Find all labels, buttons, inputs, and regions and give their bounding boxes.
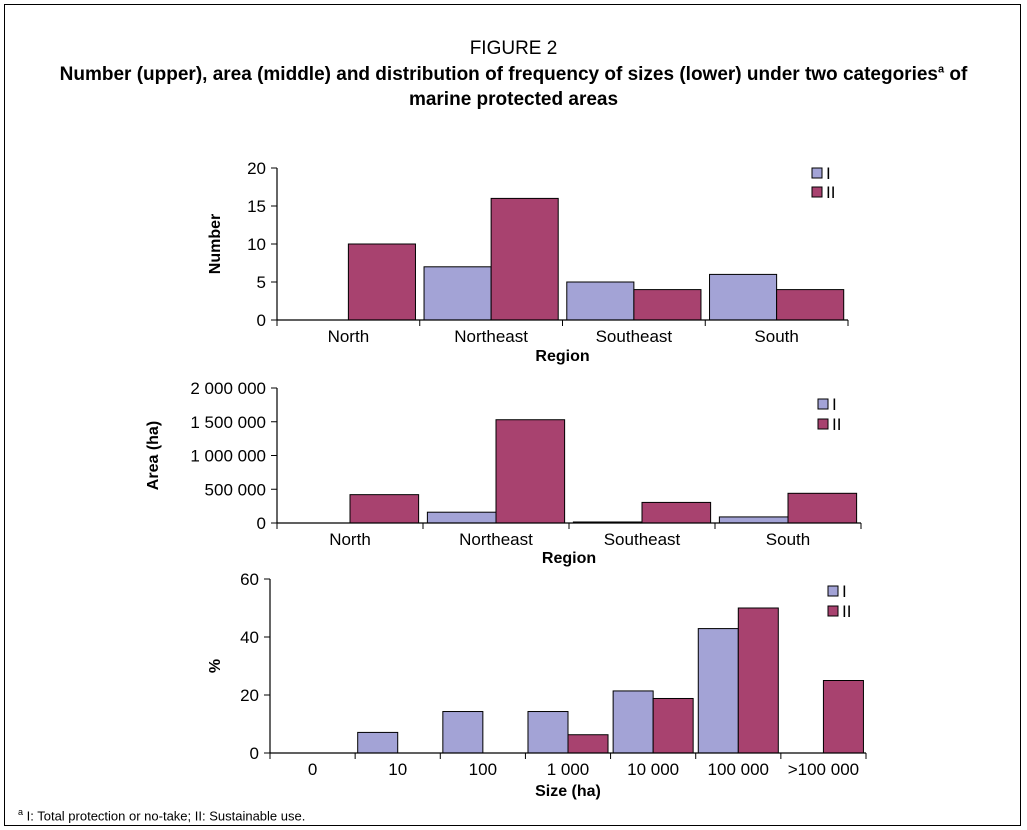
- chart1-bar-I-1: [423, 266, 492, 321]
- footnote-text: I: Total protection or no-take; II: Sust…: [23, 808, 306, 824]
- chart3-bar-II-3: [567, 734, 609, 754]
- chart2-bar-II-2: [641, 501, 712, 524]
- chart1-y-tick-label-2: 10: [247, 235, 266, 254]
- chart1-x-tick-label-3: South: [754, 327, 798, 346]
- chart3-bar-I-3: [527, 711, 569, 754]
- figure-title: Number (upper), area (middle) and distri…: [40, 62, 987, 113]
- chart2-legend-swatch-I: [817, 398, 829, 410]
- chart2-y-tick-label-1: 500 000: [205, 480, 266, 499]
- figure-label: FIGURE 2: [469, 38, 558, 59]
- chart1-x-axis-title: Region: [535, 348, 589, 365]
- footnote: a I: Total protection or no-take; II: Su…: [18, 807, 305, 823]
- chart1-bar-II-2: [633, 289, 702, 321]
- chart3-x-tick-label-6: >100 000: [788, 760, 859, 779]
- chart1-x-tick-label-2: Southeast: [596, 327, 673, 346]
- chart3-bar-I-4: [612, 690, 654, 754]
- figure-title-main: Number (upper), area (middle) and distri…: [59, 64, 938, 85]
- chart2-x-tick-label-0: North: [329, 530, 371, 549]
- chart2-legend-label-I: I: [832, 395, 837, 414]
- chart3-legend-swatch-I: [827, 585, 839, 597]
- figure-title-footnote-marker: a: [938, 63, 945, 76]
- chart2-legend-label-II: II: [832, 415, 841, 434]
- chart3-y-tick-label-3: 60: [240, 570, 259, 589]
- chart3-x-tick-label-4: 10 000: [627, 760, 679, 779]
- chart3-x-tick-label-5: 100 000: [708, 760, 769, 779]
- chart1-bar-II-3: [776, 289, 845, 321]
- chart1-y-tick-label-4: 20: [247, 159, 266, 178]
- chart1-legend-label-II: II: [826, 183, 835, 202]
- chart2-bar-I-3: [718, 516, 789, 524]
- chart3-y-tick-label-2: 40: [240, 628, 259, 647]
- chart2-y-tick-label-2: 1 000 000: [190, 447, 266, 466]
- chart3-bar-I-5: [697, 628, 739, 754]
- chart1-bar-II-0: [347, 243, 416, 321]
- chart3-x-tick-label-1: 10: [388, 760, 407, 779]
- chart3-bar-II-5: [737, 607, 779, 754]
- chart2-legend-swatch-II: [817, 418, 829, 430]
- chart3-y-tick-label-0: 0: [250, 744, 259, 763]
- chart1-y-tick-label-3: 15: [247, 197, 266, 216]
- chart3-legend-swatch-II: [827, 605, 839, 617]
- chart2-y-tick-label-3: 1 500 000: [190, 413, 266, 432]
- chart1-legend-label-I: I: [826, 164, 831, 183]
- footnote-marker: a: [18, 807, 24, 817]
- chart2-bar-I-1: [426, 511, 497, 524]
- chart2-bar-II-0: [349, 494, 420, 524]
- chart1-bar-II-1: [490, 197, 559, 321]
- chart1-y-tick-label-0: 0: [257, 311, 266, 330]
- chart2-y-tick-label-0: 0: [257, 514, 266, 533]
- chart3-bar-I-2: [442, 711, 484, 754]
- chart1-x-tick-label-0: North: [328, 327, 370, 346]
- chart2-y-axis-title: Area (ha): [145, 421, 162, 490]
- chart3-x-axis-title: Size (ha): [535, 783, 601, 800]
- chart2-bar-II-1: [495, 419, 566, 524]
- chart1-bar-I-2: [566, 281, 635, 321]
- chart2-y-tick-label-4: 2 000 000: [190, 379, 266, 398]
- figure-title-end: of marine protected areas: [408, 64, 968, 111]
- chart3-bar-II-6: [822, 680, 864, 754]
- chart1-y-tick-label-1: 5: [257, 273, 266, 292]
- chart2-x-tick-label-3: South: [766, 530, 810, 549]
- figure-frame: [4, 4, 1021, 826]
- chart2-bar-II-3: [787, 492, 858, 524]
- chart2-x-axis-title: Region: [542, 550, 596, 567]
- chart3-legend-label-II: II: [842, 602, 851, 621]
- chart1-legend-swatch-II: [811, 186, 823, 198]
- chart1-bar-I-3: [709, 273, 778, 321]
- chart2-x-tick-label-1: Northeast: [459, 530, 533, 549]
- chart3-x-tick-label-0: 0: [308, 760, 317, 779]
- chart3-x-tick-label-3: 1 000: [547, 760, 590, 779]
- chart1-x-tick-label-1: Northeast: [454, 327, 528, 346]
- chart1-legend-swatch-I: [811, 167, 823, 179]
- chart3-bar-II-4: [652, 697, 694, 754]
- chart1-y-axis-title: Number: [207, 214, 224, 274]
- chart3-y-tick-label-1: 20: [240, 686, 259, 705]
- chart3-x-tick-label-2: 100: [469, 760, 497, 779]
- chart2-x-tick-label-2: Southeast: [604, 530, 681, 549]
- chart3-legend-label-I: I: [842, 582, 847, 601]
- chart3-y-axis-title: %: [207, 659, 224, 673]
- chart3-bar-I-1: [357, 731, 399, 754]
